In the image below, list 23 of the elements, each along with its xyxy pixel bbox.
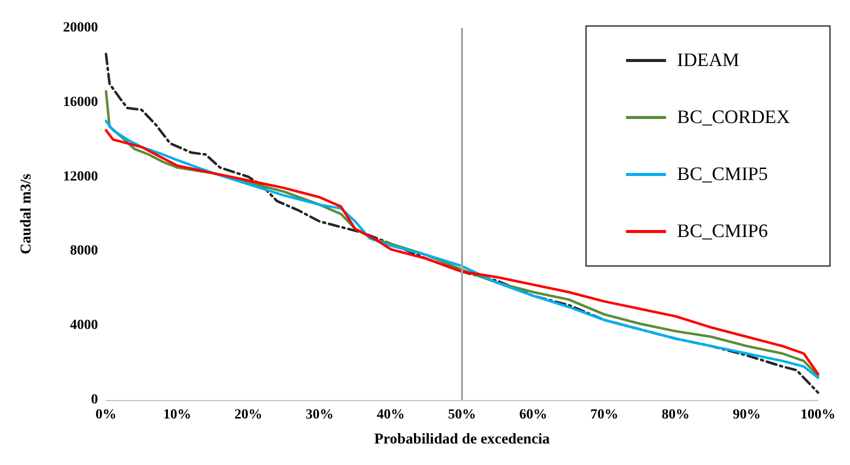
y-tick-label: 12000 — [63, 169, 98, 184]
legend-label: IDEAM — [677, 50, 740, 71]
legend-label: BC_CMIP6 — [677, 221, 768, 242]
legend-label: BC_CORDEX — [677, 107, 790, 128]
x-tick-label: 100% — [800, 408, 836, 422]
x-tick-label: 0% — [96, 408, 116, 422]
x-tick-label: 30% — [306, 408, 334, 422]
y-tick-label: 0 — [91, 392, 98, 408]
x-tick-label: 50% — [448, 408, 476, 422]
y-tick-label: 8000 — [70, 244, 98, 259]
x-tick-label: 80% — [662, 408, 690, 422]
x-tick-label: 60% — [519, 408, 548, 422]
x-tick-label: 70% — [590, 408, 618, 422]
y-tick-label: 16000 — [63, 94, 98, 110]
y-tick-label: 20000 — [63, 20, 98, 36]
x-tick-label: 90% — [732, 408, 761, 422]
y-tick-label: 4000 — [70, 318, 98, 334]
x-tick-label: 10% — [163, 408, 192, 422]
x-tick-label: 20% — [234, 408, 262, 422]
y-axis-title: Caudal m3/s — [18, 174, 34, 254]
x-axis-title: Probabilidad de excedencia — [374, 432, 550, 448]
legend-label: BC_CMIP5 — [677, 164, 768, 185]
x-tick-label: 40% — [376, 408, 405, 422]
